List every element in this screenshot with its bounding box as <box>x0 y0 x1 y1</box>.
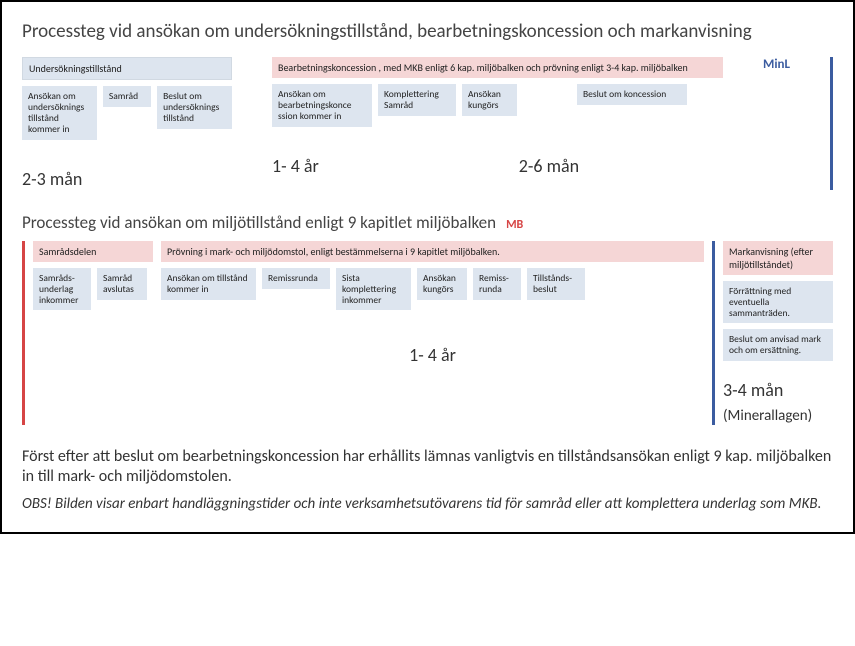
minl-column: MinL <box>763 57 790 72</box>
step-ansokan-kungors-2: Ansökan kungörs <box>417 268 467 300</box>
header-markanvisning: Markanvisning (efter miljötillståndet) <box>723 241 833 275</box>
duration-undersokning: 2-3 mån <box>22 168 232 190</box>
title-2: Processteg vid ansökan om miljötillstånd… <box>22 212 496 233</box>
group-markanvisning: Markanvisning (efter miljötillståndet) F… <box>723 241 833 426</box>
step-samrad-underlag: Samråds- underlag inkommer <box>33 268 91 311</box>
mb-label: MB <box>506 218 523 232</box>
group-provning: Prövning i mark- och miljödomstol, enlig… <box>161 241 704 426</box>
duration-markanvisning-sub: (Minerallagen) <box>723 407 833 425</box>
step-ansokan-bearbetning: Ansökan om bearbetningskonce ssion komme… <box>272 84 372 127</box>
duration-provning: 1- 4 år <box>161 344 704 366</box>
header-undersokning: Undersökningstillstånd <box>22 57 232 80</box>
duration-bearbetning-a: 1- 4 år <box>272 155 319 177</box>
section-1: Undersökningstillstånd Ansökan om unders… <box>22 57 833 190</box>
note-text: OBS! Bilden visar enbart handläggningsti… <box>22 495 833 514</box>
title-1: Processteg vid ansökan om undersökningst… <box>22 20 833 43</box>
duration-bearbetning-b: 2-6 mån <box>519 155 579 177</box>
section-2: Samrådsdelen Samråds- underlag inkommer … <box>22 241 833 426</box>
divider-blue-right <box>712 241 715 426</box>
step-komplettering: Komplettering Samråd <box>378 84 456 116</box>
step-forrattning: Förrättning med eventuella sammanträden. <box>723 281 833 324</box>
step-beslut-koncession: Beslut om koncession <box>577 84 687 105</box>
steps-bearbetning-a: Ansökan om bearbetningskonce ssion komme… <box>272 84 517 127</box>
header-samrad: Samrådsdelen <box>33 241 153 262</box>
step-beslut-anvisad: Beslut om anvisad mark och om ersättning… <box>723 329 833 361</box>
step-remissrunda-1: Remissrunda <box>262 268 330 289</box>
step-ansokan-tillstand: Ansökan om tillstånd kommer in <box>161 268 256 300</box>
steps-undersokning: Ansökan om undersöknings tillstånd komme… <box>22 86 232 140</box>
divider-minl <box>830 57 833 190</box>
header-bearbetning: Bearbetningskoncession , med MKB enligt … <box>272 57 723 78</box>
step-ansokan-undersokning: Ansökan om undersöknings tillstånd komme… <box>22 86 97 140</box>
duration-markanvisning: 3-4 mån <box>723 379 833 401</box>
group-bearbetning: Bearbetningskoncession , med MKB enligt … <box>272 57 723 177</box>
divider-red-left <box>22 241 25 426</box>
step-samrad-avslutas: Samråd avslutas <box>97 268 147 300</box>
step-samrad: Samråd <box>103 86 151 107</box>
body-text: Först efter att beslut om bearbetningsko… <box>22 447 833 487</box>
steps-bearbetning-b: Beslut om koncession <box>577 84 687 127</box>
step-sista-komplettering: Sista komplettering inkommer <box>336 268 411 311</box>
minl-label: MinL <box>763 57 790 72</box>
group-undersokning: Undersökningstillstånd Ansökan om unders… <box>22 57 232 190</box>
step-remissrunda-2: Remiss- runda <box>473 268 521 300</box>
step-beslut-undersokning: Beslut om undersöknings tillstånd <box>157 86 232 129</box>
header-provning: Prövning i mark- och miljödomstol, enlig… <box>161 241 704 262</box>
step-ansokan-kungors: Ansökan kungörs <box>462 84 517 116</box>
step-tillstandsbeslut: Tillstånds- beslut <box>527 268 585 300</box>
group-samrad: Samrådsdelen Samråds- underlag inkommer … <box>33 241 153 426</box>
